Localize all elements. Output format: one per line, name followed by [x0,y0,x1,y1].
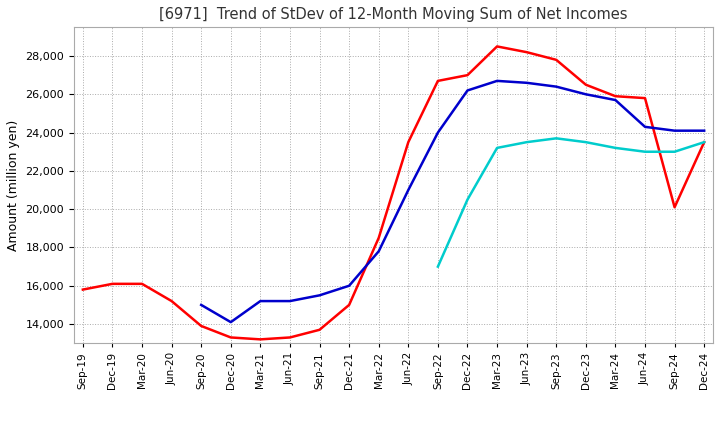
5 Years [552,84,561,89]
3 Years [641,95,649,101]
3 Years [374,235,383,241]
5 Years [345,283,354,288]
3 Years [315,327,324,333]
7 Years [641,149,649,154]
5 Years [463,88,472,93]
5 Years [492,78,501,84]
7 Years [463,197,472,202]
5 Years [227,319,235,325]
Line: 5 Years: 5 Years [201,81,704,322]
7 Years [611,145,620,150]
5 Years [582,92,590,97]
5 Years [611,97,620,103]
5 Years [286,298,294,304]
7 Years [582,139,590,145]
3 Years [138,281,146,286]
5 Years [256,298,265,304]
3 Years [345,302,354,308]
3 Years [582,82,590,88]
3 Years [670,205,679,210]
7 Years [700,139,708,145]
Line: 7 Years: 7 Years [438,138,704,267]
5 Years [197,302,205,308]
5 Years [641,124,649,129]
5 Years [315,293,324,298]
3 Years [404,139,413,145]
7 Years [522,139,531,145]
3 Years [552,57,561,62]
3 Years [167,298,176,304]
5 Years [404,187,413,193]
Line: 3 Years: 3 Years [83,47,704,339]
7 Years [433,264,442,269]
5 Years [374,249,383,254]
3 Years [108,281,117,286]
Y-axis label: Amount (million yen): Amount (million yen) [7,120,20,251]
3 Years [197,323,205,329]
3 Years [78,287,87,292]
3 Years [611,94,620,99]
3 Years [492,44,501,49]
3 Years [286,335,294,340]
7 Years [670,149,679,154]
5 Years [670,128,679,133]
7 Years [492,145,501,150]
3 Years [227,335,235,340]
3 Years [463,73,472,78]
5 Years [522,80,531,85]
3 Years [256,337,265,342]
3 Years [700,139,708,145]
5 Years [433,130,442,135]
Title: [6971]  Trend of StDev of 12-Month Moving Sum of Net Incomes: [6971] Trend of StDev of 12-Month Moving… [159,7,628,22]
5 Years [700,128,708,133]
3 Years [433,78,442,84]
7 Years [552,136,561,141]
3 Years [522,50,531,55]
